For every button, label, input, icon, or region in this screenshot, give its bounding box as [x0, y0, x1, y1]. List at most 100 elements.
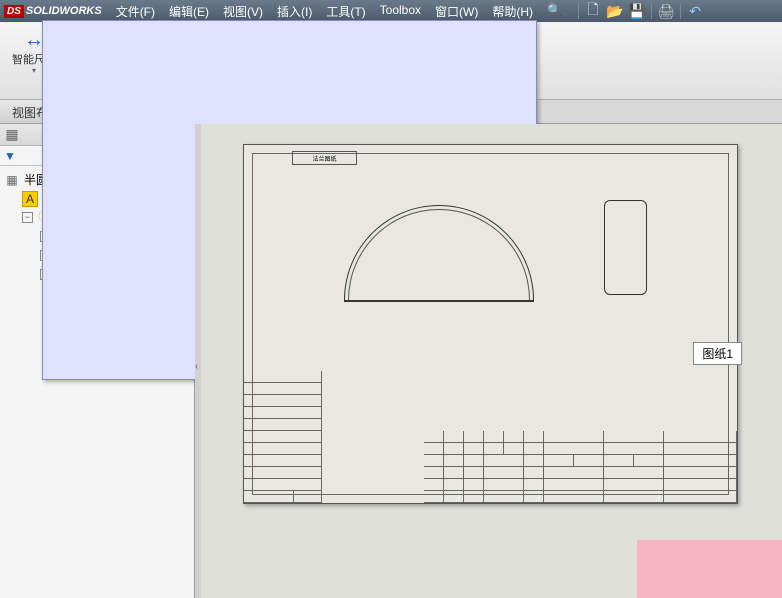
- tb-cell: [464, 431, 484, 442]
- dropdown-icon: ▾: [32, 66, 36, 75]
- menu-tools[interactable]: 工具(T): [320, 1, 371, 22]
- qat-separator: [680, 3, 681, 19]
- title-block: [424, 431, 737, 503]
- tb-cell: [244, 395, 322, 406]
- side-view-rect: [604, 200, 647, 295]
- tb-cell: [244, 383, 322, 394]
- tb-cell: [504, 431, 524, 442]
- undo-icon[interactable]: ↶: [687, 3, 703, 19]
- tb-cell: [544, 479, 604, 490]
- tb-cell: [484, 455, 524, 466]
- tb-cell: [524, 479, 544, 490]
- tb-cell: [464, 467, 484, 478]
- tb-cell: [294, 491, 322, 502]
- menu-insert[interactable]: 插入(I): [271, 1, 318, 22]
- tb-cell: [484, 491, 524, 502]
- sheet-name-tooltip: 图纸1: [693, 342, 742, 365]
- feature-tree-panel: ▦ » ▼ ▦ 半圆键6x10x25 A 注解 − 🗀 图纸1 + ▤ 图纸: [0, 124, 195, 598]
- app-logo-text: SOLIDWORKS: [26, 5, 102, 17]
- tb-cell: [244, 455, 322, 466]
- tb-cell: [464, 479, 484, 490]
- tb-cell: [444, 443, 464, 454]
- tb-cell: [604, 479, 664, 490]
- tb-cell: [244, 479, 322, 490]
- tb-cell: [664, 431, 737, 442]
- tb-cell: [524, 431, 544, 442]
- tb-cell: [244, 431, 322, 442]
- tb-cell: [484, 479, 524, 490]
- tb-cell: [524, 455, 544, 466]
- panel-icon[interactable]: ▦: [4, 127, 20, 143]
- tb-cell: [424, 443, 444, 454]
- menu-window[interactable]: 窗口(W): [429, 1, 484, 22]
- print-icon[interactable]: 🖨: [658, 3, 674, 19]
- tb-cell: [464, 455, 484, 466]
- tb-cell: [544, 455, 574, 466]
- tree-format[interactable]: + ▤ 图纸格式1: [4, 227, 190, 246]
- logo-ds-icon: DS: [4, 5, 24, 18]
- tb-cell: [444, 479, 464, 490]
- tb-cell: [604, 443, 664, 454]
- tb-cell: [524, 443, 544, 454]
- tb-cell: [664, 467, 737, 478]
- tb-cell: [664, 479, 737, 490]
- revision-block: [244, 371, 322, 503]
- tb-cell: [244, 419, 322, 430]
- feature-tree: ▦ 半圆键6x10x25 A 注解 − 🗀 图纸1 + ▤ 图纸格式1 + ▣ …: [0, 166, 194, 288]
- tb-cell: [484, 431, 504, 442]
- drawing-icon: ▦: [4, 172, 20, 188]
- tb-cell: [464, 443, 484, 454]
- main-menu: 文件(F) 编辑(E) 视图(V) 插入(I) 工具(T) Toolbox 窗口…: [110, 1, 568, 22]
- qat-separator: [578, 3, 579, 19]
- tb-cell: [424, 467, 444, 478]
- tb-cell: [444, 467, 464, 478]
- tb-cell: [574, 455, 604, 466]
- tb-cell: [444, 455, 464, 466]
- title-bar: DS SOLIDWORKS 文件(F) 编辑(E) 视图(V) 插入(I) 工具…: [0, 0, 782, 22]
- tb-cell: [504, 443, 524, 454]
- tb-cell: [244, 371, 322, 382]
- tb-cell: [424, 455, 444, 466]
- menu-edit[interactable]: 编辑(E): [163, 1, 215, 22]
- menu-search-icon[interactable]: 🔍: [541, 1, 568, 22]
- tb-cell: [464, 491, 484, 502]
- tb-cell: [544, 467, 604, 478]
- filter-icon: ▼: [4, 149, 16, 163]
- drawing-sheet[interactable]: 法兰图纸: [243, 144, 738, 504]
- tb-cell: [484, 467, 524, 478]
- save-icon[interactable]: 💾: [629, 3, 645, 19]
- open-icon[interactable]: 📂: [607, 3, 623, 19]
- tb-cell: [444, 491, 464, 502]
- main-area: ▦ » ▼ ▦ 半圆键6x10x25 A 注解 − 🗀 图纸1 + ▤ 图纸: [0, 124, 782, 598]
- new-doc-icon[interactable]: 🗋: [585, 3, 601, 19]
- tb-cell: [604, 455, 634, 466]
- tb-cell: [524, 467, 544, 478]
- tb-cell: [524, 491, 544, 502]
- tb-cell: [244, 467, 322, 478]
- title-strip: 法兰图纸: [292, 151, 357, 165]
- tb-cell: [604, 491, 664, 502]
- tb-cell: [544, 491, 604, 502]
- tb-cell: [544, 443, 604, 454]
- tb-cell: [664, 443, 737, 454]
- collapse-icon[interactable]: −: [22, 212, 33, 223]
- menu-file[interactable]: 文件(F): [110, 1, 161, 22]
- menu-view[interactable]: 视图(V): [217, 1, 269, 22]
- tb-cell: [244, 407, 322, 418]
- tb-cell: [604, 431, 664, 442]
- annotations-icon: A: [22, 191, 38, 207]
- tb-cell: [544, 431, 604, 442]
- quick-access-toolbar: 🗋 📂 💾 🖨 ↶: [578, 3, 703, 19]
- watermark-patch: [637, 540, 782, 598]
- menu-help[interactable]: 帮助(H): [486, 1, 539, 22]
- half-key-base: [344, 300, 534, 302]
- tb-cell: [664, 455, 737, 466]
- tb-cell: [484, 443, 504, 454]
- tb-cell: [244, 491, 294, 502]
- menu-toolbox[interactable]: Toolbox: [374, 1, 427, 22]
- tb-cell: [664, 491, 737, 502]
- tb-cell: [424, 431, 444, 442]
- drawing-canvas[interactable]: 法兰图纸: [201, 124, 782, 598]
- qat-separator: [651, 3, 652, 19]
- tb-cell: [424, 491, 444, 502]
